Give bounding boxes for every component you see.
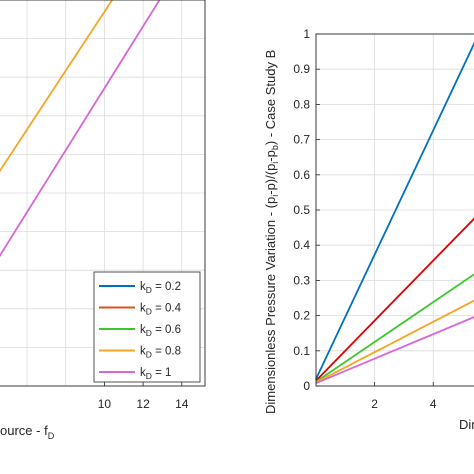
left-x-tick-label: 10 (98, 397, 112, 411)
right-y-axis-label: Dimensionless Pressure Variation - (pi-p… (263, 50, 280, 414)
right-series-line (315, 217, 474, 382)
right-y-tick-labels: 0 0.1 0.2 0.3 0.4 0.5 0.6 0.7 0.8 0.9 1 (293, 27, 320, 393)
right-y-tick-label: 0 (303, 379, 310, 393)
right-y-tick-label: 0.5 (293, 203, 310, 217)
left-gridlines (0, 0, 205, 386)
left-series-lines (0, 0, 161, 258)
right-series-line (315, 316, 474, 385)
right-chart-panel: 00.10.20.30.40.50.60.70.80.91 24 Dim Dim… (263, 27, 474, 432)
left-series-line (0, 0, 113, 173)
legend-box (93, 271, 201, 383)
right-x-axis-label: Dim (459, 417, 474, 432)
left-x-tick-labels: 10 12 14 (98, 382, 189, 411)
legend-entry-label: kD = 0.4 (140, 303, 182, 317)
left-x-tick-label: 14 (175, 397, 189, 411)
right-gridlines (316, 34, 474, 386)
right-series-line (315, 273, 474, 383)
left-plot-frame (0, 0, 206, 387)
right-y-tick-label: 0.6 (293, 168, 310, 182)
legend-entry-label: kD = 0.8 (140, 346, 181, 360)
right-y-tick-label: 0.3 (293, 273, 310, 287)
right-y-tick-label: 0.2 (293, 309, 310, 323)
right-y-tick-label: 0.7 (293, 133, 310, 147)
right-series-line (315, 299, 474, 384)
right-y-tick-label: 1 (303, 27, 310, 41)
left-x-axis-label: ource - fD (0, 423, 55, 441)
right-y-tick-label: 0.8 (293, 97, 310, 111)
legend-entry-label: kD = 1 (140, 367, 171, 381)
left-chart-panel: 10 12 14 ource - fD kD = 0.2kD = 0.4kD = 0… (0, 0, 206, 441)
right-y-tick-label: 0.4 (293, 238, 310, 252)
right-series-line (315, 41, 474, 380)
legend-entry-label: kD = 0.6 (140, 324, 181, 338)
legend: kD = 0.2 kD = 0.4 kD = 0.6 kD = 0.8 kD = 1 (93, 271, 201, 383)
right-y-tick-label: 0.1 (293, 344, 310, 358)
left-x-tick-label: 12 (136, 397, 150, 411)
right-series-lines (315, 41, 474, 385)
right-x-tick-label: 2 (371, 397, 378, 411)
legend-entry-label: kD = 0.2 (140, 281, 181, 295)
left-series-line (0, 0, 161, 258)
right-x-tick-label: 4 (430, 397, 437, 411)
right-y-tick-label: 0.9 (293, 62, 310, 76)
